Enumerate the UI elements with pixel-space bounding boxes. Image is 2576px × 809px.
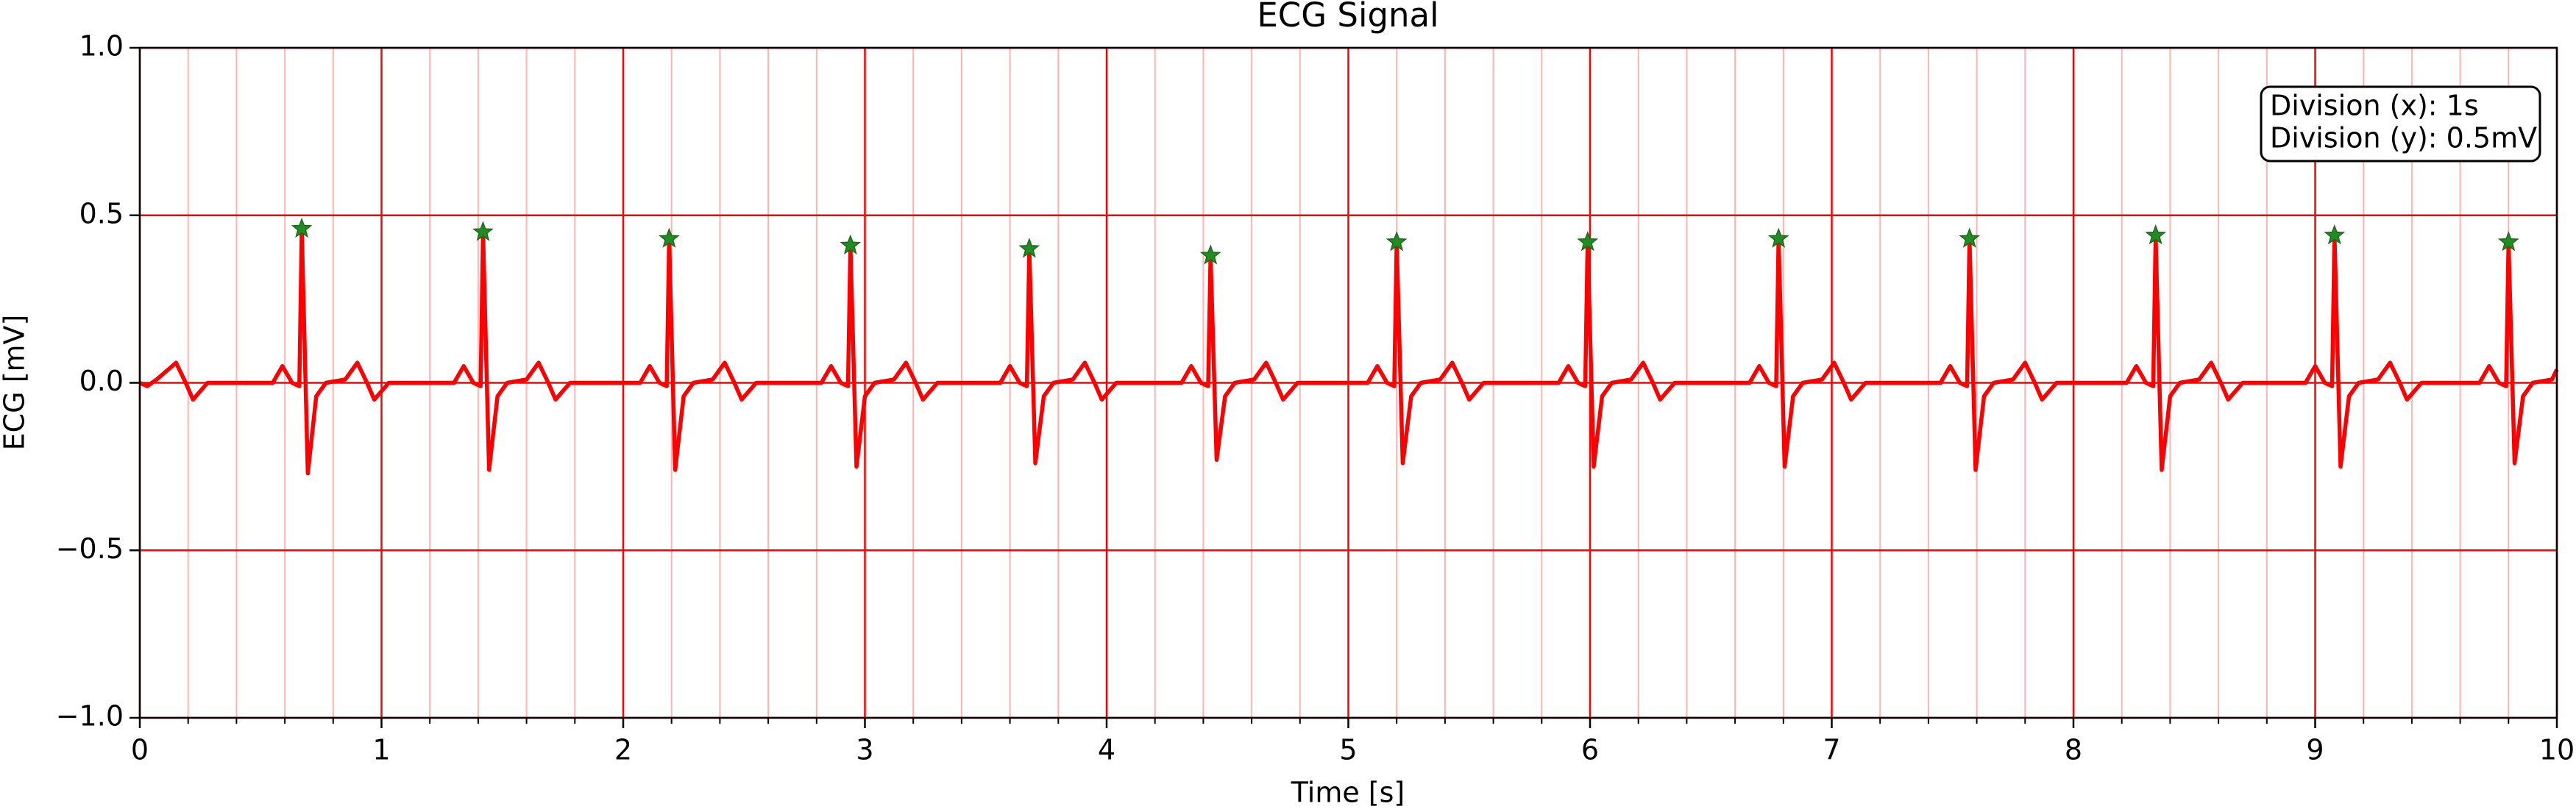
x-axis-label: Time [s] — [1291, 777, 1405, 809]
x-tick-label: 6 — [1581, 734, 1599, 766]
ticks: 0 1 2 3 4 5 6 7 8 9 10 −1.0 −0.5 0.0 0.5 1.0 — [56, 30, 2575, 766]
peak-marker — [2324, 224, 2346, 245]
y-tick-label: −0.5 — [56, 532, 124, 565]
y-axis-label: ECG [mV] — [0, 315, 31, 451]
x-tick-label: 0 — [131, 734, 149, 766]
annotation-box — [2260, 85, 2541, 163]
x-tick-label: 2 — [614, 734, 632, 766]
peak-marker — [1385, 231, 1408, 252]
y-tick-label: 1.0 — [79, 30, 124, 63]
peak-marker — [1018, 238, 1040, 258]
ecg-line — [138, 227, 2559, 476]
y-tick-label: 0.0 — [79, 365, 124, 397]
x-tick-label: 3 — [856, 734, 873, 766]
y-tick-label: 0.5 — [79, 197, 124, 229]
chart-title: ECG Signal — [1257, 0, 1438, 35]
peak-marker — [2497, 231, 2519, 252]
x-tick-label: 5 — [1339, 734, 1357, 766]
x-tick-label: 8 — [2065, 734, 2082, 766]
peak-marker — [291, 217, 313, 238]
peak-marker — [1199, 244, 1221, 265]
y-tick-label: −1.0 — [56, 700, 124, 733]
x-tick-label: 9 — [2306, 734, 2324, 766]
annotation-line: Division (y): 0.5mV — [2270, 122, 2537, 154]
peak-marker — [1577, 231, 1599, 252]
peak-marker — [2145, 224, 2167, 245]
annotation-line: Division (x): 1s — [2270, 90, 2479, 122]
x-tick-label: 7 — [1823, 734, 1840, 766]
peak-marker — [472, 221, 494, 241]
x-tick-label: 4 — [1098, 734, 1115, 766]
peak-marker — [659, 227, 680, 248]
x-tick-label: 1 — [372, 734, 390, 766]
x-tick-label: 10 — [2539, 734, 2575, 766]
peak-marker — [840, 234, 862, 254]
peak-marker — [1767, 227, 1789, 248]
peak-marker — [1959, 227, 1981, 248]
plot — [138, 217, 2559, 476]
